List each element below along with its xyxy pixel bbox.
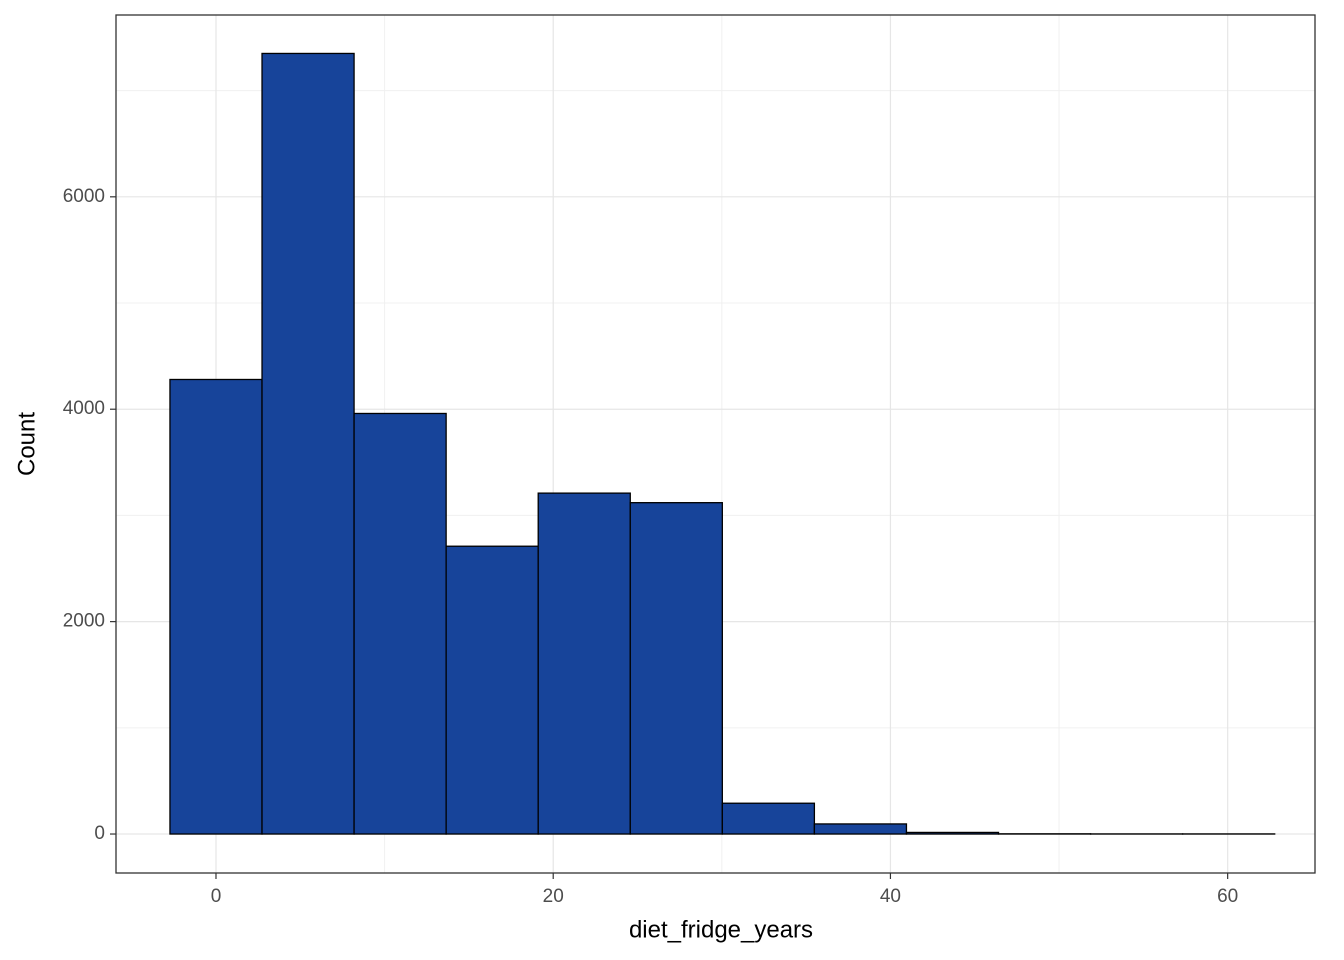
y-tick-label: 2000 bbox=[63, 611, 105, 632]
y-tick-label: 4000 bbox=[63, 398, 105, 419]
bar bbox=[537, 492, 631, 835]
x-tick-label: 60 bbox=[1217, 886, 1238, 907]
bar bbox=[905, 831, 1000, 835]
panel-border bbox=[115, 14, 1316, 874]
x-axis-title: diet_fridge_years bbox=[629, 916, 813, 943]
bar bbox=[721, 802, 816, 835]
x-tick-label: 20 bbox=[543, 886, 564, 907]
y-axis-title: Count bbox=[13, 412, 40, 476]
y-tick-label: 6000 bbox=[63, 186, 105, 207]
x-tick-label: 0 bbox=[211, 886, 222, 907]
bar bbox=[445, 545, 539, 835]
bar bbox=[261, 52, 355, 835]
bar bbox=[629, 502, 723, 835]
bar bbox=[353, 412, 447, 835]
bar bbox=[813, 823, 908, 835]
y-tick-label: 0 bbox=[94, 823, 105, 844]
x-tick-label: 40 bbox=[880, 886, 901, 907]
bar bbox=[169, 378, 263, 835]
